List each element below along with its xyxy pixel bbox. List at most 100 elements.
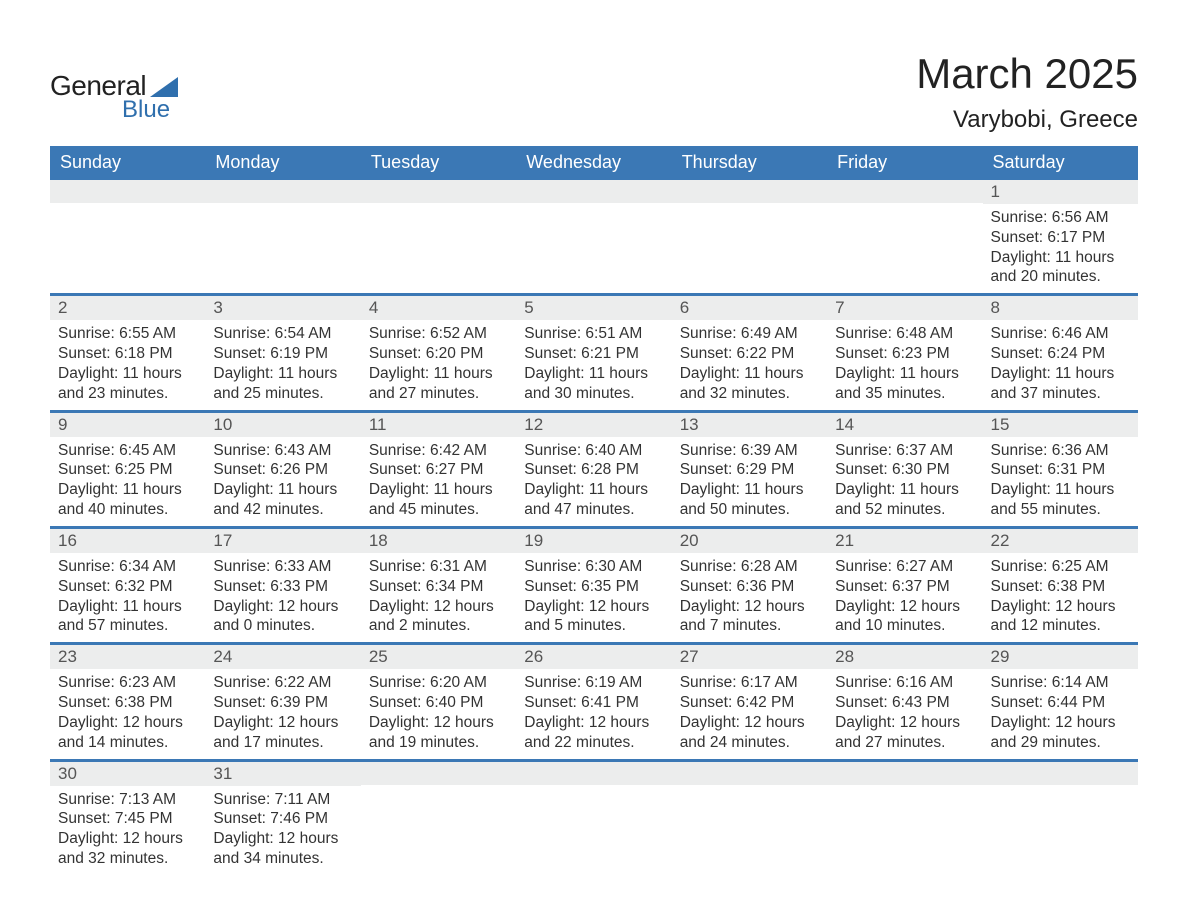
- sunrise-line: Sunrise: 6:23 AM: [58, 673, 197, 693]
- sunset-line: Sunset: 6:19 PM: [213, 344, 352, 364]
- daylight-line: Daylight: 12 hours and 32 minutes.: [58, 829, 197, 869]
- day-body: Sunrise: 6:37 AMSunset: 6:30 PMDaylight:…: [827, 437, 982, 526]
- day-number-bar: [827, 179, 982, 203]
- day-body: Sunrise: 6:31 AMSunset: 6:34 PMDaylight:…: [361, 553, 516, 642]
- day-number-bar: 28: [827, 644, 982, 669]
- sunrise-line: Sunrise: 6:33 AM: [213, 557, 352, 577]
- sunset-line: Sunset: 7:46 PM: [213, 809, 352, 829]
- sunrise-line: Sunrise: 7:11 AM: [213, 790, 352, 810]
- calendar-cell: 5Sunrise: 6:51 AMSunset: 6:21 PMDaylight…: [516, 294, 671, 410]
- day-number-bar: [672, 179, 827, 203]
- calendar-body: 1Sunrise: 6:56 AMSunset: 6:17 PMDaylight…: [50, 179, 1138, 875]
- calendar-cell: 30Sunrise: 7:13 AMSunset: 7:45 PMDayligh…: [50, 760, 205, 875]
- day-number-bar: 18: [361, 528, 516, 553]
- calendar-cell: 7Sunrise: 6:48 AMSunset: 6:23 PMDaylight…: [827, 294, 982, 410]
- calendar-cell: 25Sunrise: 6:20 AMSunset: 6:40 PMDayligh…: [361, 643, 516, 759]
- sunrise-line: Sunrise: 6:51 AM: [524, 324, 663, 344]
- sunset-line: Sunset: 6:17 PM: [991, 228, 1130, 248]
- day-body: Sunrise: 6:25 AMSunset: 6:38 PMDaylight:…: [983, 553, 1138, 642]
- sunset-line: Sunset: 6:26 PM: [213, 460, 352, 480]
- day-number-bar: [983, 761, 1138, 785]
- daylight-line: Daylight: 11 hours and 45 minutes.: [369, 480, 508, 520]
- calendar-cell: 31Sunrise: 7:11 AMSunset: 7:46 PMDayligh…: [205, 760, 360, 875]
- sunrise-line: Sunrise: 6:22 AM: [213, 673, 352, 693]
- calendar-table: Sunday Monday Tuesday Wednesday Thursday…: [50, 146, 1138, 875]
- day-number-bar: 25: [361, 644, 516, 669]
- day-number-bar: 10: [205, 412, 360, 437]
- day-number-bar: 14: [827, 412, 982, 437]
- day-number-bar: 4: [361, 295, 516, 320]
- daylight-line: Daylight: 12 hours and 0 minutes.: [213, 597, 352, 637]
- day-number-bar: 23: [50, 644, 205, 669]
- daylight-line: Daylight: 11 hours and 50 minutes.: [680, 480, 819, 520]
- daylight-line: Daylight: 11 hours and 35 minutes.: [835, 364, 974, 404]
- sunrise-line: Sunrise: 6:40 AM: [524, 441, 663, 461]
- title-block: March 2025 Varybobi, Greece: [916, 50, 1138, 134]
- sunset-line: Sunset: 6:35 PM: [524, 577, 663, 597]
- day-body: Sunrise: 7:13 AMSunset: 7:45 PMDaylight:…: [50, 786, 205, 875]
- sunset-line: Sunset: 6:25 PM: [58, 460, 197, 480]
- day-body-empty: [205, 203, 360, 291]
- calendar-cell: [516, 179, 671, 294]
- sunset-line: Sunset: 6:44 PM: [991, 693, 1130, 713]
- calendar-cell: [983, 760, 1138, 875]
- calendar-cell: [672, 760, 827, 875]
- daylight-line: Daylight: 12 hours and 12 minutes.: [991, 597, 1130, 637]
- day-body: Sunrise: 6:36 AMSunset: 6:31 PMDaylight:…: [983, 437, 1138, 526]
- sunset-line: Sunset: 6:37 PM: [835, 577, 974, 597]
- sunrise-line: Sunrise: 6:45 AM: [58, 441, 197, 461]
- calendar-week-row: 30Sunrise: 7:13 AMSunset: 7:45 PMDayligh…: [50, 760, 1138, 875]
- day-body-empty: [516, 203, 671, 291]
- day-number-bar: 2: [50, 295, 205, 320]
- day-number-bar: 16: [50, 528, 205, 553]
- day-body: Sunrise: 6:48 AMSunset: 6:23 PMDaylight:…: [827, 320, 982, 409]
- sunrise-line: Sunrise: 6:49 AM: [680, 324, 819, 344]
- daylight-line: Daylight: 12 hours and 17 minutes.: [213, 713, 352, 753]
- day-number-bar: [516, 179, 671, 203]
- calendar-cell: 11Sunrise: 6:42 AMSunset: 6:27 PMDayligh…: [361, 411, 516, 527]
- day-number-bar: 20: [672, 528, 827, 553]
- calendar-cell: [827, 179, 982, 294]
- sunrise-line: Sunrise: 6:30 AM: [524, 557, 663, 577]
- col-saturday: Saturday: [983, 146, 1138, 179]
- daylight-line: Daylight: 11 hours and 47 minutes.: [524, 480, 663, 520]
- calendar-cell: 24Sunrise: 6:22 AMSunset: 6:39 PMDayligh…: [205, 643, 360, 759]
- day-number-bar: 8: [983, 295, 1138, 320]
- sunset-line: Sunset: 6:39 PM: [213, 693, 352, 713]
- day-number-bar: 19: [516, 528, 671, 553]
- col-thursday: Thursday: [672, 146, 827, 179]
- calendar-cell: [672, 179, 827, 294]
- sunrise-line: Sunrise: 7:13 AM: [58, 790, 197, 810]
- day-body: Sunrise: 6:20 AMSunset: 6:40 PMDaylight:…: [361, 669, 516, 758]
- calendar-cell: [361, 760, 516, 875]
- daylight-line: Daylight: 11 hours and 57 minutes.: [58, 597, 197, 637]
- sunset-line: Sunset: 6:38 PM: [991, 577, 1130, 597]
- daylight-line: Daylight: 11 hours and 30 minutes.: [524, 364, 663, 404]
- sunset-line: Sunset: 6:33 PM: [213, 577, 352, 597]
- sunrise-line: Sunrise: 6:43 AM: [213, 441, 352, 461]
- day-body: Sunrise: 6:42 AMSunset: 6:27 PMDaylight:…: [361, 437, 516, 526]
- sunset-line: Sunset: 6:24 PM: [991, 344, 1130, 364]
- day-body: Sunrise: 6:52 AMSunset: 6:20 PMDaylight:…: [361, 320, 516, 409]
- daylight-line: Daylight: 11 hours and 55 minutes.: [991, 480, 1130, 520]
- daylight-line: Daylight: 11 hours and 52 minutes.: [835, 480, 974, 520]
- day-number-bar: 29: [983, 644, 1138, 669]
- daylight-line: Daylight: 12 hours and 22 minutes.: [524, 713, 663, 753]
- col-wednesday: Wednesday: [516, 146, 671, 179]
- calendar-cell: 15Sunrise: 6:36 AMSunset: 6:31 PMDayligh…: [983, 411, 1138, 527]
- calendar-cell: 14Sunrise: 6:37 AMSunset: 6:30 PMDayligh…: [827, 411, 982, 527]
- sunset-line: Sunset: 6:31 PM: [991, 460, 1130, 480]
- calendar-cell: 6Sunrise: 6:49 AMSunset: 6:22 PMDaylight…: [672, 294, 827, 410]
- calendar-cell: [827, 760, 982, 875]
- day-body: Sunrise: 6:49 AMSunset: 6:22 PMDaylight:…: [672, 320, 827, 409]
- day-body: Sunrise: 6:39 AMSunset: 6:29 PMDaylight:…: [672, 437, 827, 526]
- sunrise-line: Sunrise: 6:37 AM: [835, 441, 974, 461]
- sunrise-line: Sunrise: 6:28 AM: [680, 557, 819, 577]
- calendar-week-row: 1Sunrise: 6:56 AMSunset: 6:17 PMDaylight…: [50, 179, 1138, 294]
- day-body: Sunrise: 6:45 AMSunset: 6:25 PMDaylight:…: [50, 437, 205, 526]
- daylight-line: Daylight: 12 hours and 29 minutes.: [991, 713, 1130, 753]
- day-number-bar: 5: [516, 295, 671, 320]
- calendar-cell: [516, 760, 671, 875]
- sunrise-line: Sunrise: 6:42 AM: [369, 441, 508, 461]
- day-number-bar: [827, 761, 982, 785]
